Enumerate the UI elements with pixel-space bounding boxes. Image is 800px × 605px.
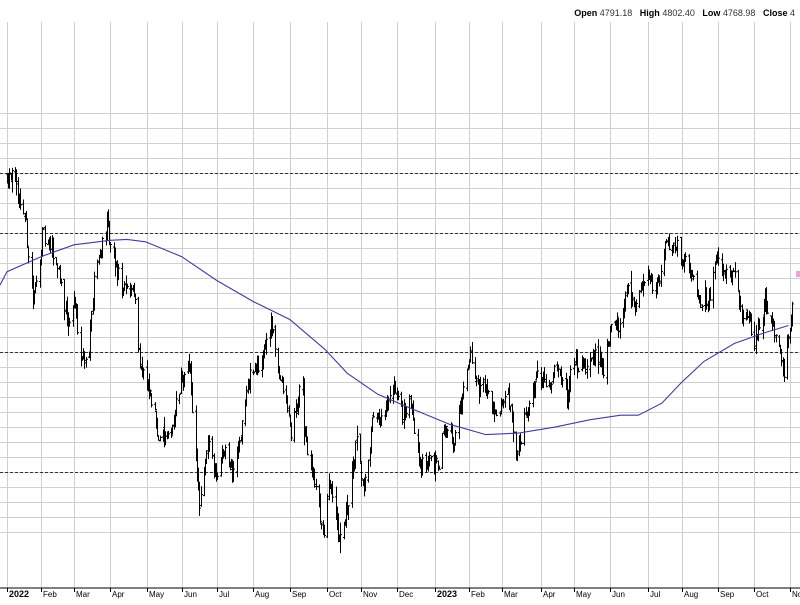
ohlc-bar: [85, 357, 88, 368]
x-tick-label: Mar: [504, 590, 518, 599]
high-value: 4802.40: [662, 8, 695, 18]
ohlc-bar: [545, 374, 548, 387]
ohlc-bar: [306, 436, 309, 455]
x-tick-label: Dec: [399, 590, 413, 599]
x-tick-label: 2022: [9, 589, 29, 599]
ohlc-bar: [178, 394, 181, 404]
ohlc-bar: [668, 234, 671, 251]
ohlc-bar: [200, 486, 203, 507]
ohlc-bar: [454, 430, 457, 446]
ohlc-bar: [320, 523, 323, 530]
x-tick-label: May: [576, 590, 591, 599]
x-tick-label: Aug: [255, 590, 269, 599]
ohlc-bar: [714, 262, 717, 279]
x-tick-label: Apr: [112, 590, 125, 599]
low-label: Low: [702, 8, 720, 18]
close-label: Close: [763, 8, 788, 18]
ohlc-bar: [157, 436, 160, 441]
ohlc-bar: [441, 433, 444, 469]
ohlc-bar: [573, 358, 576, 375]
ohlc-bar: [523, 408, 526, 446]
ohlc-bar: [154, 402, 157, 410]
ohlc-bar: [22, 200, 25, 215]
last-price-marker: [796, 271, 800, 277]
close-value: 4: [790, 8, 795, 18]
ohlc-bar: [597, 339, 600, 374]
ohlc-bar: [109, 243, 112, 252]
ohlc-bar: [56, 264, 59, 278]
x-tick-label: Jul: [219, 590, 229, 599]
x-tick-label: 2023: [437, 589, 457, 599]
x-tick-label: Oct: [329, 590, 342, 599]
ohlc-bar: [638, 290, 641, 308]
x-tick-label: Sep: [720, 590, 735, 599]
ohlc-readout: Open 4791.18 High 4802.40 Low 4768.98 Cl…: [574, 8, 800, 18]
x-tick-label: Feb: [471, 590, 485, 599]
ohlc-bars: [6, 167, 794, 553]
open-value: 4791.18: [600, 8, 633, 18]
x-tick-label: Apr: [543, 590, 556, 599]
high-label: High: [640, 8, 660, 18]
ohlc-bar: [734, 262, 737, 278]
x-tick-label: Jun: [184, 590, 197, 599]
x-tick-label: May: [149, 590, 164, 599]
x-tick-label: Nov: [792, 590, 800, 599]
x-tick-label: Nov: [363, 590, 377, 599]
ohlc-bar: [504, 391, 507, 408]
ohlc-bar: [367, 460, 370, 483]
ohlc-bar: [619, 318, 622, 339]
x-tick-label: Mar: [76, 590, 90, 599]
ohlc-bar: [293, 408, 296, 442]
ohlc-bar: [315, 479, 318, 490]
low-value: 4768.98: [723, 8, 756, 18]
ohlc-bar: [96, 259, 99, 279]
ohlc-bar: [676, 236, 679, 257]
ohlc-bar: [326, 494, 329, 538]
ohlc-bar: [430, 456, 433, 462]
ohlc-bar: [750, 313, 753, 335]
ohlc-bar: [252, 370, 255, 375]
ohlc-bar: [159, 436, 162, 441]
ohlc-bar: [211, 436, 214, 459]
x-tick-label: Feb: [43, 590, 57, 599]
x-tick-label: Oct: [756, 590, 769, 599]
x-tick-label: Jun: [612, 590, 625, 599]
ohlc-bar: [712, 267, 715, 309]
x-tick-label: Aug: [684, 590, 698, 599]
ohlc-bar: [63, 279, 66, 320]
ohlc-bar: [586, 359, 589, 379]
ohlc-bar: [737, 270, 740, 291]
ohlc-bar: [360, 462, 363, 486]
ohlc-bar: [137, 297, 140, 353]
ohlc-header: Open 4791.18 High 4802.40 Low 4768.98 Cl…: [0, 0, 800, 22]
ohlc-bar: [356, 426, 359, 451]
ohlc-bar: [371, 417, 374, 432]
grid-lines: [0, 22, 800, 588]
x-axis-ticks: 2022 Feb Mar Apr May Jun Jul Aug Sep Oct Nov Dec 202…: [8, 588, 800, 599]
x-tick-label: Jul: [650, 590, 660, 599]
ohlc-bar: [466, 369, 469, 392]
ohlc-bar: [589, 352, 592, 377]
ohlc-bar: [27, 247, 30, 263]
x-tick-label: Sep: [292, 590, 307, 599]
open-label: Open: [574, 8, 597, 18]
ohlc-bar: [732, 268, 735, 272]
